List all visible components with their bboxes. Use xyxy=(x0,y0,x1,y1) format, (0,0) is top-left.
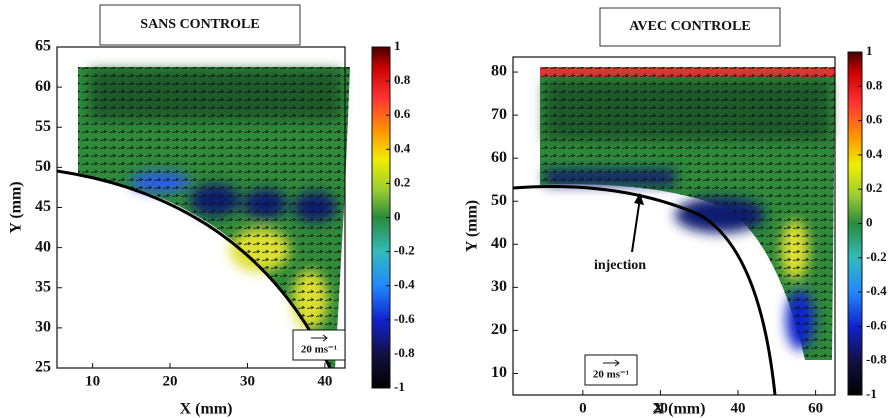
colorbar-tick-label: 0.6 xyxy=(866,112,883,127)
colorbar-tick-label: 0.8 xyxy=(866,77,883,92)
y-tick-label: 80 xyxy=(491,63,507,80)
colorbar-tick-label: -0.4 xyxy=(866,283,887,298)
y-tick-label: 70 xyxy=(491,106,507,123)
scale-arrow xyxy=(603,359,620,367)
x-tick-label: 30 xyxy=(240,373,255,389)
plot-frame xyxy=(512,56,836,396)
y-tick-label: 60 xyxy=(35,78,51,95)
x-tick-label: 10 xyxy=(85,373,100,389)
chart-title: SANS CONTROLE xyxy=(140,17,259,32)
colorbar-tick-label: -0.4 xyxy=(394,277,415,292)
colorbar-tick-label: -1 xyxy=(394,379,405,394)
colorbar-tick-label: 0 xyxy=(866,214,873,229)
y-tick-label: 25 xyxy=(35,359,51,376)
colorbar-tick-label: 0 xyxy=(394,208,401,223)
colorbar-tick-label: 1 xyxy=(866,43,873,58)
y-tick-label: 40 xyxy=(491,235,507,252)
scale-label: 20 ms⁻¹ xyxy=(301,344,337,356)
x-tick-label: 20 xyxy=(163,373,178,389)
colorbar-tick-label: -0.6 xyxy=(394,311,415,326)
title-box xyxy=(599,7,781,47)
y-axis-label: Y (mm) xyxy=(464,200,481,252)
annotation: injection xyxy=(594,258,646,273)
y-tick-label: 45 xyxy=(35,198,51,215)
colorbar-tick-label: 0.8 xyxy=(394,72,411,87)
y-tick-label: 40 xyxy=(35,238,51,255)
colorbar-tick-label: 0.2 xyxy=(394,174,410,189)
x-tick-label: 40 xyxy=(317,373,332,389)
y-tick-label: 35 xyxy=(35,278,51,295)
colorbar-tick-label: -1 xyxy=(866,386,877,401)
scale-label: 20 ms⁻¹ xyxy=(593,369,629,381)
colorbar-tick-label: -0.6 xyxy=(866,317,887,332)
y-tick-label: 50 xyxy=(491,192,507,209)
scale-box xyxy=(584,354,638,386)
y-tick-label: 65 xyxy=(35,38,51,55)
colorbar-tick-label: 0.6 xyxy=(394,106,411,121)
field-right xyxy=(512,67,835,396)
x-axis-label: X (mm) xyxy=(653,401,706,418)
chart-title: AVEC CONTROLE xyxy=(629,19,751,34)
colorbar-tick-label: -0.2 xyxy=(866,249,887,264)
x-tick-label: 0 xyxy=(579,400,587,416)
y-tick-label: 30 xyxy=(491,278,507,295)
y-tick-label: 55 xyxy=(35,118,51,135)
x-tick-label: 20 xyxy=(653,400,668,416)
y-tick-label: 50 xyxy=(35,158,51,175)
y-tick-label: 30 xyxy=(35,319,51,336)
x-tick-label: 60 xyxy=(808,400,823,416)
y-tick-label: 20 xyxy=(491,321,507,338)
colorbar-tick-label: -0.2 xyxy=(394,243,415,258)
colorbar-tick-label: 0.4 xyxy=(394,140,411,155)
x-tick-label: 40 xyxy=(731,400,746,416)
y-axis-label: Y (mm) xyxy=(8,181,25,233)
scale-box xyxy=(292,329,346,361)
colorbar-tick-label: 0.2 xyxy=(866,180,882,195)
x-axis-label: X (mm) xyxy=(180,401,233,418)
colorbar-tick-label: -0.8 xyxy=(866,352,887,367)
title-box xyxy=(99,4,301,46)
colorbar-tick-label: 0.4 xyxy=(866,146,883,161)
y-tick-label: 10 xyxy=(491,364,507,381)
scale-arrow xyxy=(311,334,328,342)
field-left xyxy=(56,67,350,369)
y-tick-label: 60 xyxy=(491,149,507,166)
colorbar-tick-label: 1 xyxy=(394,38,401,53)
colorbar-tick-label: -0.8 xyxy=(394,345,415,360)
